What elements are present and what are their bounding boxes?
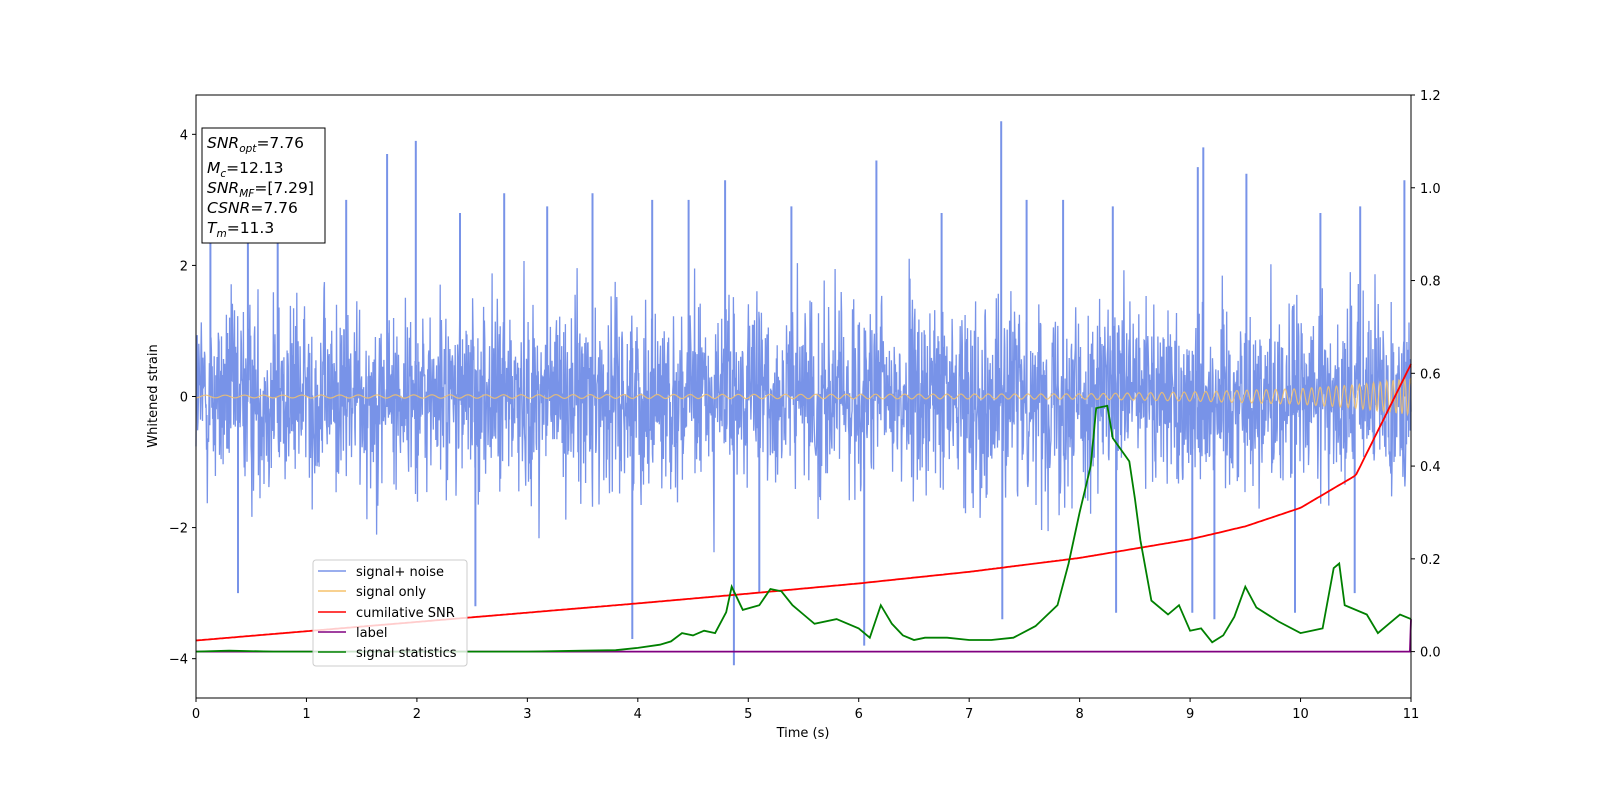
y-tick-label-0: 4 (180, 128, 188, 143)
series-signal-only-line (196, 376, 1412, 417)
info-box: SNRopt=7.76 Mc=12.13 SNRMF=[7.29] CSNR=7… (201, 127, 326, 244)
x-tick-label-6: 6 (855, 707, 863, 722)
y-tick-label-4: −4 (169, 653, 188, 668)
legend-label-signal-only: signal only (356, 585, 426, 600)
legend-frame (312, 559, 468, 667)
y2-tick-label-0: 1.2 (1420, 89, 1441, 104)
x-tick-label-2: 2 (413, 707, 421, 722)
info-box-frame (201, 127, 326, 244)
y2-tick-label-6: 0.0 (1420, 646, 1441, 661)
info-line-merger-time: Tm=11.3 (207, 219, 274, 240)
y2-tick-label-4: 0.4 (1420, 460, 1441, 475)
legend-label-label: label (356, 626, 387, 641)
info-line-csnr: CSNR=7.76 (207, 199, 298, 217)
series-signal-noise-line (195, 258, 1412, 553)
legend-label-signal-noise: signal+ noise (356, 565, 444, 580)
x-tick-label-7: 7 (965, 707, 973, 722)
x-tick-label-11: 11 (1403, 707, 1420, 722)
x-tick-label-9: 9 (1186, 707, 1194, 722)
x-tick-label-1: 1 (302, 707, 310, 722)
legend-label-cumulative-snr: cumilative SNR (356, 606, 455, 621)
y-axis-label: Whitened strain (146, 344, 161, 447)
x-tick-label-5: 5 (744, 707, 752, 722)
plot-series (195, 121, 1412, 666)
y-tick-label-2: 0 (180, 391, 188, 406)
y-axis-right: 1.2 1.0 0.8 0.6 0.4 0.2 0.0 (1411, 89, 1441, 661)
info-line-chirp-mass: Mc=12.13 (207, 159, 284, 180)
y2-tick-label-2: 0.8 (1420, 275, 1441, 290)
x-tick-label-4: 4 (634, 707, 642, 722)
x-tick-label-3: 3 (523, 707, 531, 722)
y-tick-label-1: 2 (180, 259, 188, 274)
y-tick-label-3: −2 (169, 522, 188, 537)
series-signal-noise-spikes (209, 121, 1406, 666)
x-tick-label-8: 8 (1075, 707, 1083, 722)
x-tick-label-10: 10 (1292, 707, 1309, 722)
series-signal-statistics-line (195, 404, 1412, 653)
y2-tick-label-3: 0.6 (1420, 367, 1441, 382)
info-line-snr-opt: SNRopt=7.76 (207, 134, 304, 155)
y2-tick-label-1: 1.0 (1420, 182, 1441, 197)
y2-tick-label-5: 0.2 (1420, 553, 1441, 568)
x-tick-label-0: 0 (192, 707, 200, 722)
legend-label-signal-statistics: signal statistics (356, 646, 457, 661)
legend: signal+ noise signal only cumilative SNR… (312, 559, 468, 667)
x-axis-label: Time (s) (776, 726, 830, 741)
y-axis-left: 4 2 0 −2 −4 (169, 128, 196, 668)
x-axis: 0 1 2 3 4 5 6 7 8 9 10 11 (192, 698, 1419, 722)
info-line-snr-mf: SNRMF=[7.29] (207, 179, 314, 200)
